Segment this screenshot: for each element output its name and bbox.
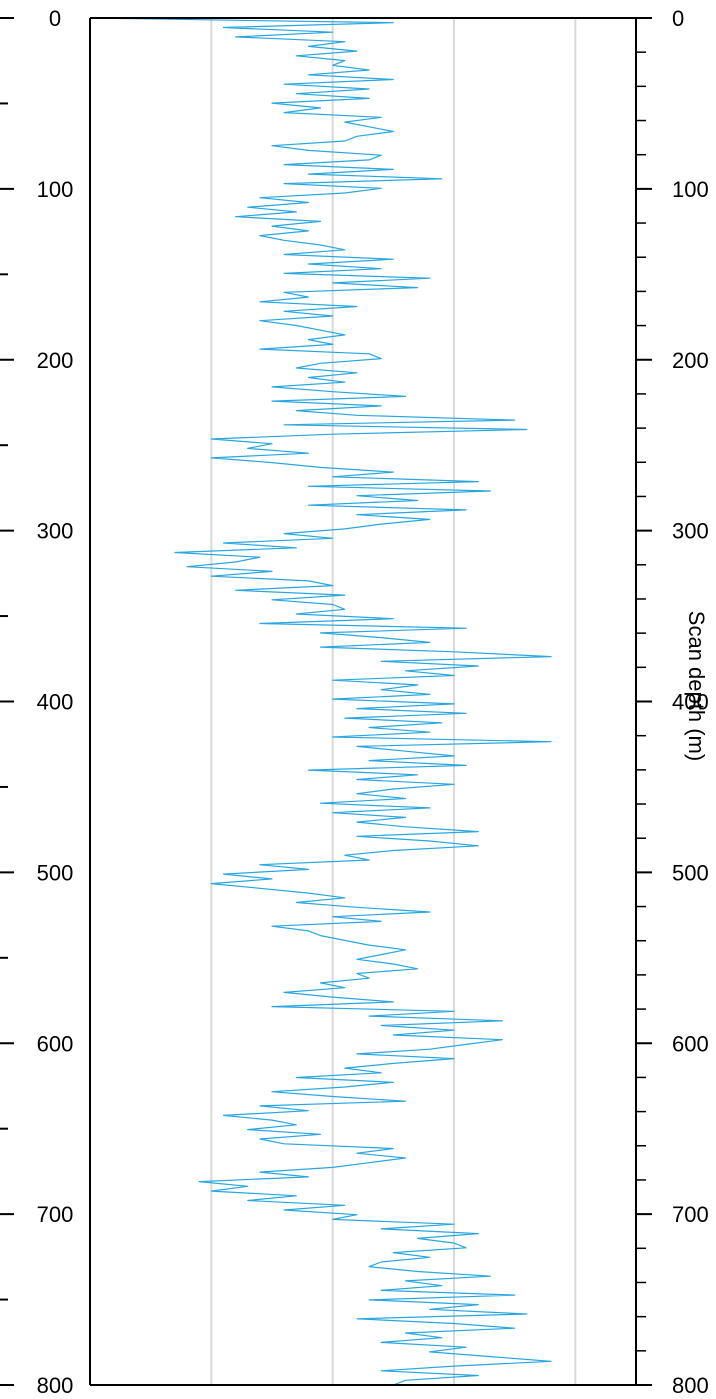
axes [0, 17, 652, 1386]
tick-labels: 0 0 100 100 200 200 300 300 400 400 500 500 600 600 70… [37, 6, 709, 1398]
gridlines [210, 18, 577, 1385]
right-tick-label-200: 200 [672, 348, 709, 373]
right-tick-label-600: 600 [672, 1031, 709, 1056]
left-tick-label-600: 600 [37, 1031, 74, 1056]
left-tick-label-0: 0 [49, 6, 61, 31]
right-tick-label-100: 100 [672, 177, 709, 202]
right-tick-label-800: 800 [672, 1373, 709, 1398]
right-tick-label-400: 400 [672, 690, 709, 715]
left-tick-label-100: 100 [37, 177, 74, 202]
left-tick-label-500: 500 [37, 860, 74, 885]
right-tick-label-300: 300 [672, 519, 709, 544]
right-tick-label-500: 500 [672, 860, 709, 885]
left-tick-label-700: 700 [37, 1202, 74, 1227]
right-tick-label-0: 0 [672, 6, 684, 31]
y-axis-title-right: Scan depth (m) [684, 611, 709, 761]
series-lines [89, 17, 552, 1386]
left-tick-label-200: 200 [37, 348, 74, 373]
left-tick-label-400: 400 [37, 690, 74, 715]
right-tick-label-700: 700 [672, 1202, 709, 1227]
series-line-1 [89, 17, 552, 1386]
left-tick-label-800: 800 [37, 1373, 74, 1398]
left-tick-label-300: 300 [37, 519, 74, 544]
